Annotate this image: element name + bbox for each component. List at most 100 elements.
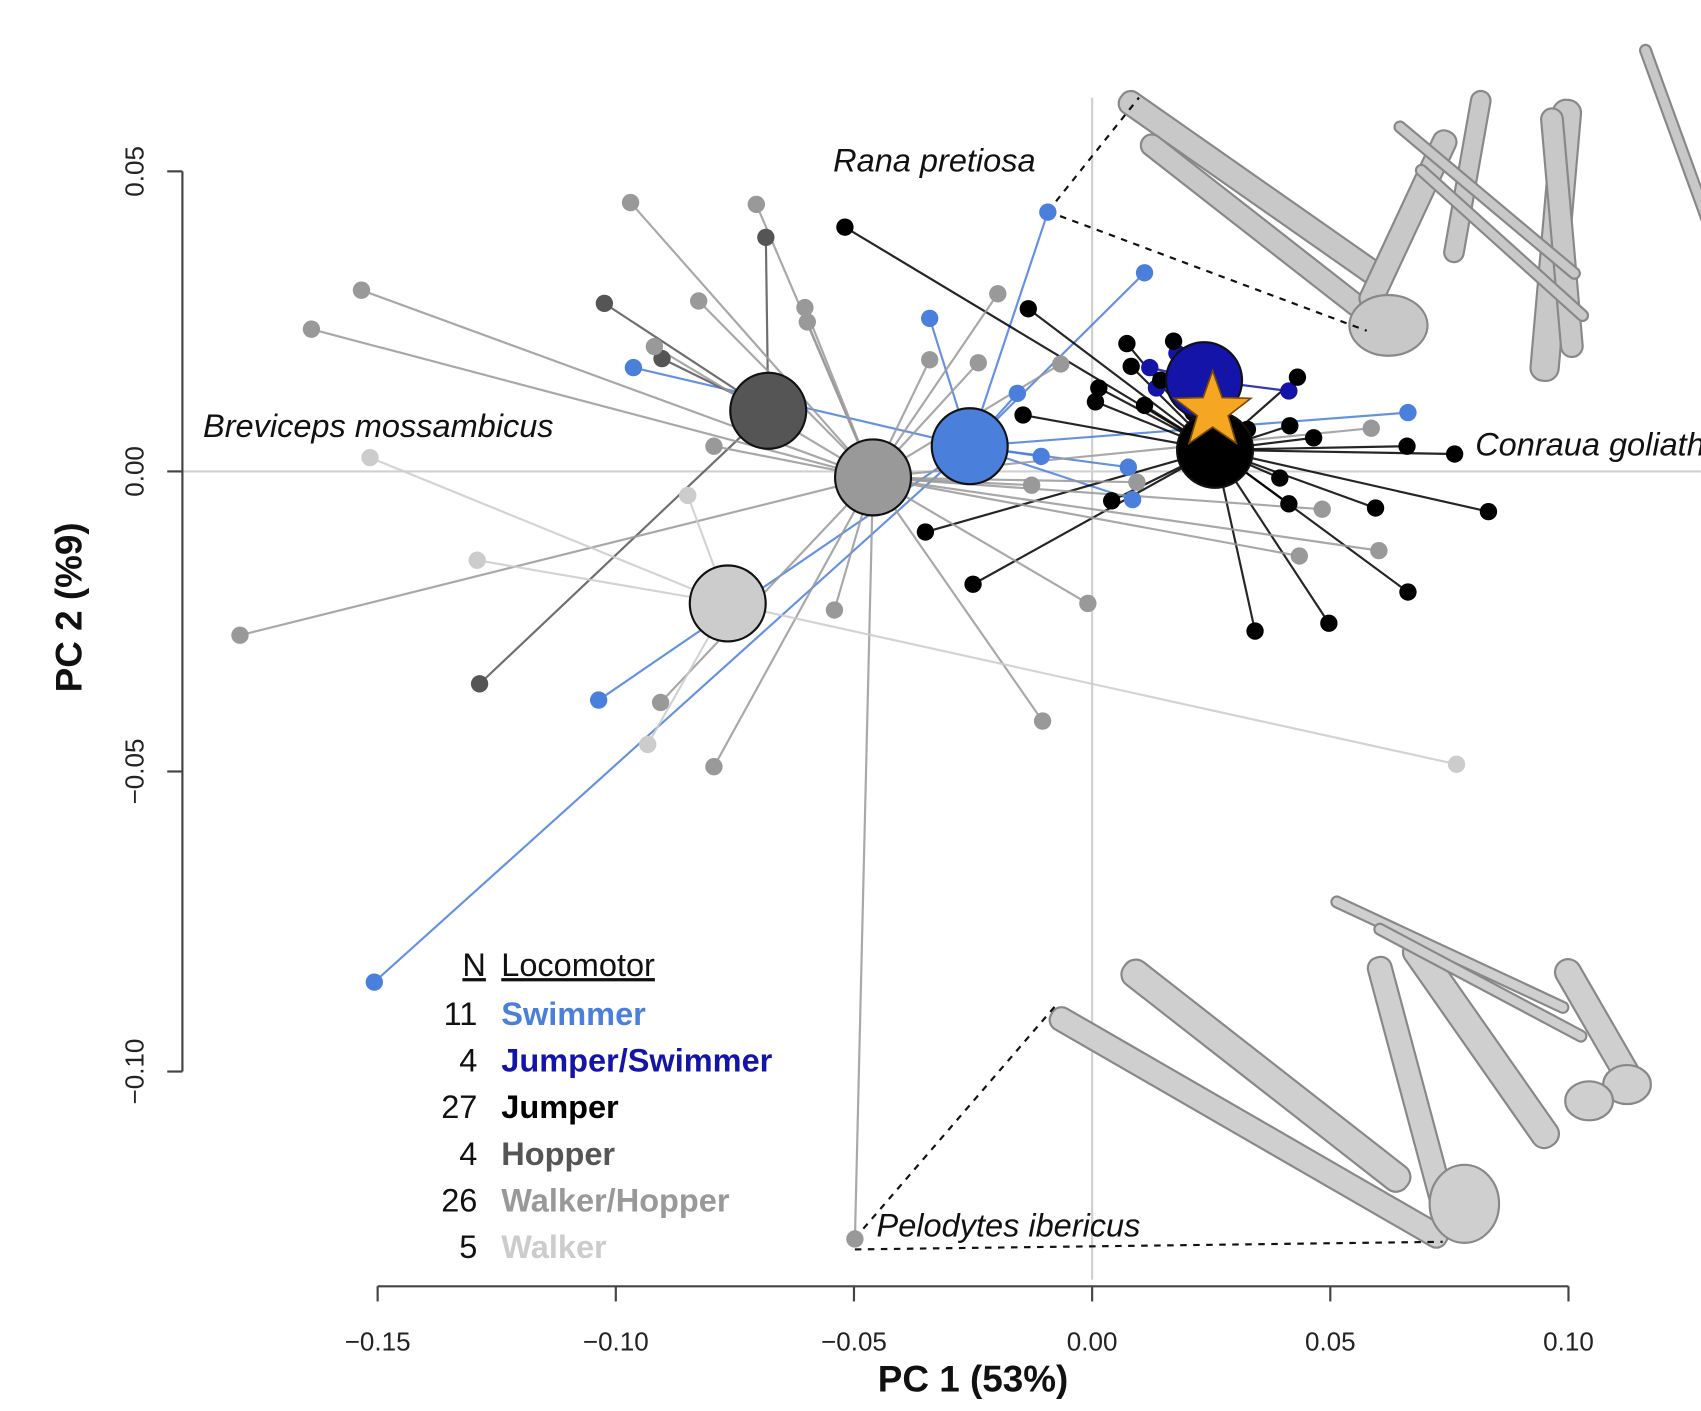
legend-header: Locomotor xyxy=(501,947,655,983)
x-tick-label: 0.00 xyxy=(1067,1326,1118,1356)
legend-header: N xyxy=(462,947,485,983)
point xyxy=(917,523,934,540)
point xyxy=(1280,495,1297,512)
point xyxy=(748,196,765,213)
y-tick-label: −0.05 xyxy=(119,739,149,805)
x-tick-label: −0.05 xyxy=(821,1326,887,1356)
centroid xyxy=(690,565,766,641)
point xyxy=(799,313,816,330)
point xyxy=(705,438,722,455)
point xyxy=(1087,393,1104,410)
point xyxy=(1032,448,1049,465)
point xyxy=(1367,499,1384,516)
point xyxy=(625,359,642,376)
spoke xyxy=(873,477,1299,556)
point xyxy=(1305,429,1322,446)
point xyxy=(303,321,320,338)
point xyxy=(596,295,613,312)
centroid xyxy=(730,373,806,449)
plot-area xyxy=(182,98,1700,1280)
point xyxy=(836,218,853,235)
y-tick-label: 0.00 xyxy=(119,446,149,497)
point xyxy=(964,576,981,593)
point xyxy=(1136,397,1153,414)
centroid xyxy=(835,439,911,515)
point xyxy=(231,627,248,644)
point xyxy=(1281,417,1298,434)
point xyxy=(469,552,486,569)
x-tick-label: 0.05 xyxy=(1305,1326,1356,1356)
point xyxy=(366,973,383,990)
point xyxy=(639,736,656,753)
x-axis-title: PC 1 (53%) xyxy=(878,1358,1069,1399)
point xyxy=(970,354,987,371)
point xyxy=(1480,503,1497,520)
x-tick-label: −0.15 xyxy=(345,1326,411,1356)
legend-label: Jumper/Swimmer xyxy=(501,1043,772,1079)
point xyxy=(921,310,938,327)
x-tick-label: 0.10 xyxy=(1543,1326,1594,1356)
y-axis-title: PC 2 (%9) xyxy=(49,522,90,692)
y-tick-label: 0.05 xyxy=(119,146,149,197)
point xyxy=(690,292,707,309)
y-tick-label: −0.10 xyxy=(119,1039,149,1105)
point xyxy=(361,449,378,466)
legend-label: Swimmer xyxy=(501,996,646,1032)
point xyxy=(652,694,669,711)
spoke xyxy=(873,477,1043,721)
legend-label: Hopper xyxy=(501,1136,615,1172)
spoke xyxy=(480,411,769,684)
species-label: Rana pretiosa xyxy=(833,142,1035,178)
legend-count: 27 xyxy=(441,1089,477,1125)
legend-count: 4 xyxy=(459,1136,477,1172)
point xyxy=(1399,404,1416,421)
species-label: Conraua goliath xyxy=(1475,427,1701,463)
point xyxy=(1039,203,1056,220)
page: {"chart_data": { "type": "scatter", "x_l… xyxy=(0,0,1701,1411)
point xyxy=(1034,712,1051,729)
spokes xyxy=(240,203,1488,1239)
point xyxy=(1271,469,1288,486)
point xyxy=(846,1230,863,1247)
point xyxy=(353,282,370,299)
point xyxy=(1446,445,1463,462)
chart: PC 1 (53%) PC 2 (%9) Rana pretiosa Brevi… xyxy=(0,0,1701,1411)
point xyxy=(1448,756,1465,773)
point xyxy=(1136,264,1153,281)
point xyxy=(1123,358,1140,375)
point xyxy=(1014,406,1031,423)
point xyxy=(1289,369,1306,386)
x-tick-label: −0.10 xyxy=(583,1326,649,1356)
point xyxy=(1103,492,1120,509)
point xyxy=(1370,542,1387,559)
point xyxy=(1291,547,1308,564)
skeleton-top xyxy=(1114,43,1701,382)
point xyxy=(1079,595,1096,612)
point xyxy=(826,601,843,618)
point xyxy=(1165,333,1182,350)
skeleton-bottom xyxy=(1046,895,1651,1252)
point xyxy=(1023,477,1040,494)
point xyxy=(1052,355,1069,372)
species-label: Pelodytes ibericus xyxy=(877,1207,1141,1243)
point xyxy=(1124,491,1141,508)
point xyxy=(1320,615,1337,632)
point xyxy=(679,487,696,504)
point xyxy=(622,194,639,211)
point xyxy=(1246,622,1263,639)
point xyxy=(1314,501,1331,518)
spoke xyxy=(973,450,1215,584)
point xyxy=(1009,385,1026,402)
point xyxy=(1120,459,1137,476)
point xyxy=(1118,335,1135,352)
point xyxy=(705,758,722,775)
legend-label: Jumper xyxy=(501,1089,619,1125)
legend-count: 4 xyxy=(459,1043,477,1079)
spoke xyxy=(855,477,873,1239)
spoke xyxy=(370,458,728,604)
legend-label: Walker/Hopper xyxy=(501,1182,730,1218)
point xyxy=(989,285,1006,302)
centroid xyxy=(932,408,1008,484)
point xyxy=(1020,300,1037,317)
legend-count: 5 xyxy=(459,1229,477,1265)
